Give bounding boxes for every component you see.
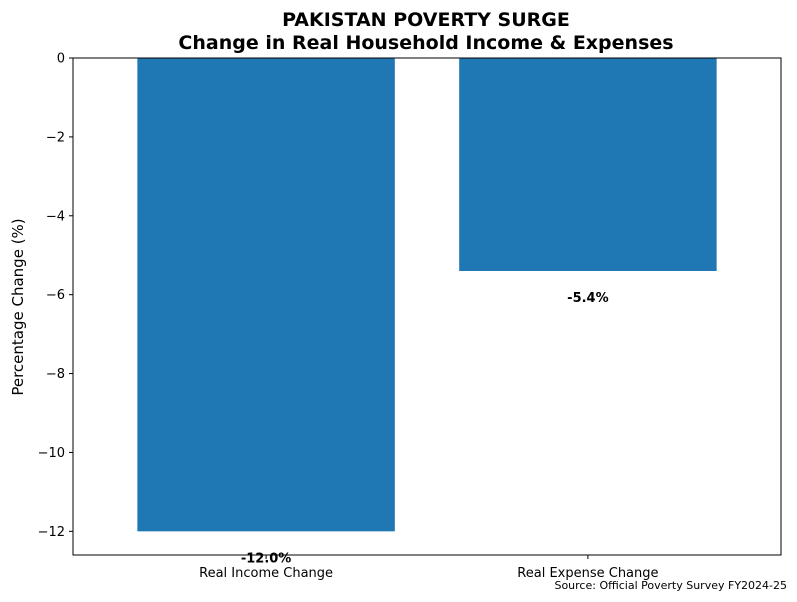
source-note: Source: Official Poverty Survey FY2024-2…	[554, 579, 787, 592]
y-tick-label-0: 0	[57, 52, 65, 67]
bar-0	[137, 58, 395, 532]
data-label-0: -12.0%	[241, 551, 292, 566]
x-tick-label-1: Real Expense Change	[517, 566, 658, 581]
y-tick-label-5: −10	[38, 446, 65, 461]
x-tick-label-0: Real Income Change	[199, 566, 333, 581]
y-axis-label: Percentage Change (%)	[9, 218, 27, 395]
y-tick-label-4: −8	[46, 367, 65, 382]
y-tick-label-3: −6	[46, 288, 65, 303]
chart-subtitle: Change in Real Household Income & Expens…	[178, 32, 673, 54]
y-tick-label-1: −2	[46, 130, 65, 145]
y-tick-label-2: −4	[46, 209, 65, 224]
bar-1	[459, 58, 717, 271]
chart-title: PAKISTAN POVERTY SURGE	[282, 9, 570, 31]
y-tick-label-6: −12	[38, 525, 65, 540]
plot-area: 0 −2 −4 −6 −8 −10 −12 Real Income Change Real Ex…	[38, 52, 782, 581]
data-label-1: -5.4%	[567, 291, 608, 306]
axes-frame	[72, 57, 782, 556]
